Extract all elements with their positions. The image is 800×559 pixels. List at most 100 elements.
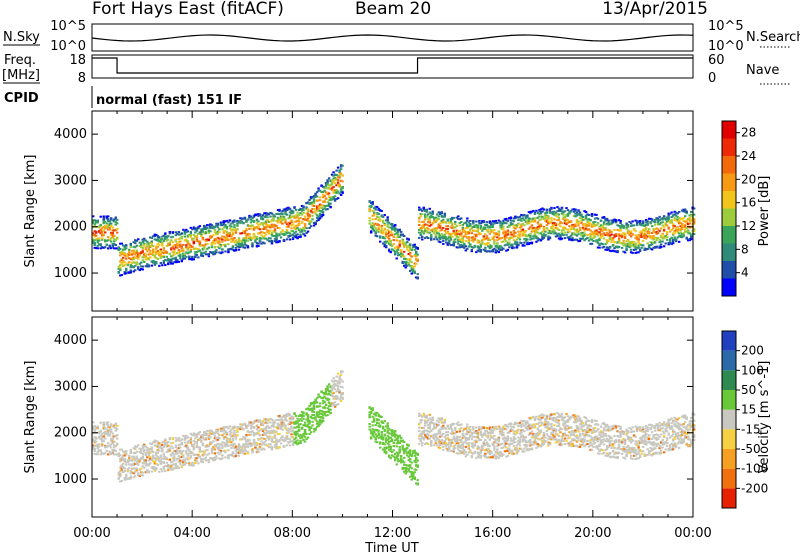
power-cell [103,215,105,217]
power-cell [121,274,123,276]
power-cell [257,243,259,245]
velocity-cell [94,448,96,450]
power-cell [592,240,594,242]
power-cell [376,206,378,208]
velocity-cell [152,451,154,453]
power-cell [292,210,294,212]
power-cell [586,234,588,236]
power-cell [541,216,543,218]
power-cell [196,230,198,232]
power-cell [438,233,440,235]
power-cell [202,231,204,233]
power-cell [278,209,280,211]
velocity-cell [173,458,175,460]
power-cell [170,239,172,241]
power-cell [190,251,192,253]
power-cell [328,192,330,194]
power-cell [379,241,381,243]
power-cell [663,226,665,228]
power-cell [161,264,163,266]
power-cell [275,239,277,241]
power-cell [435,234,437,236]
power-cell [167,263,169,265]
power-cell [610,231,612,233]
velocity-cell [130,476,132,478]
velocity-cell [121,480,123,482]
power-cell [667,215,669,217]
power-cell [481,242,483,244]
power-cell [489,220,491,222]
power-cell [310,225,312,227]
power-cell [568,212,570,214]
power-cell [433,232,435,234]
power-cell [426,216,428,218]
power-cell [227,221,229,223]
power-cell [148,258,150,260]
power-cell [496,243,498,245]
power-cell [125,258,127,260]
power-cell [208,247,210,249]
power-cell [289,238,291,240]
power-cell [326,208,328,210]
power-cell [588,214,590,216]
velocity-cell [103,435,105,437]
power-cell [97,247,99,249]
power-cell [116,219,118,221]
power-cell [169,232,171,234]
velocity-cell [197,462,199,464]
power-cell [151,242,153,244]
power-cell [475,221,477,223]
power-cell [115,216,117,218]
power-cell [513,247,515,249]
power-cell [580,222,582,224]
power-cell [182,244,184,246]
power-cell [158,244,160,246]
power-cell [293,207,295,209]
power-cell [151,265,153,267]
power-cell [502,228,504,230]
power-cell [406,241,408,243]
power-cell [510,231,512,233]
velocity-cell [233,432,235,434]
power-cell [418,207,420,209]
power-cell [447,225,449,227]
velocity-cell [125,453,127,455]
power-cell [383,224,385,226]
power-cell [546,224,548,226]
power-cell [313,200,315,202]
velocity-cell [119,454,121,456]
power-cell [487,242,489,244]
power-cell [341,192,343,194]
power-cell [643,231,645,233]
power-cell [553,218,555,220]
power-cell [259,228,261,230]
power-cell [655,246,657,248]
power-cell [502,248,504,250]
power-cell [438,218,440,220]
power-cell [167,235,169,237]
power-cell [269,237,271,239]
power-cell [421,213,423,215]
power-cell [152,245,154,247]
power-cell [577,224,579,226]
power-cell [193,242,195,244]
velocity-cell [142,457,144,459]
power-cell [194,256,196,258]
power-cell [441,229,443,231]
power-cell [613,241,615,243]
velocity-cell [221,447,223,449]
velocity-cell [205,457,207,459]
power-cell [394,225,396,227]
power-cell [660,244,662,246]
power-cell [574,225,576,227]
power-cell [181,233,183,235]
power-cell [208,239,210,241]
velocity-cell [190,437,192,439]
power-cell [403,255,405,257]
nsky-line [92,35,693,41]
power-cell [538,227,540,229]
power-cell [597,218,599,220]
power-cell [103,229,105,231]
power-cell [561,222,563,224]
power-cell [382,232,384,234]
